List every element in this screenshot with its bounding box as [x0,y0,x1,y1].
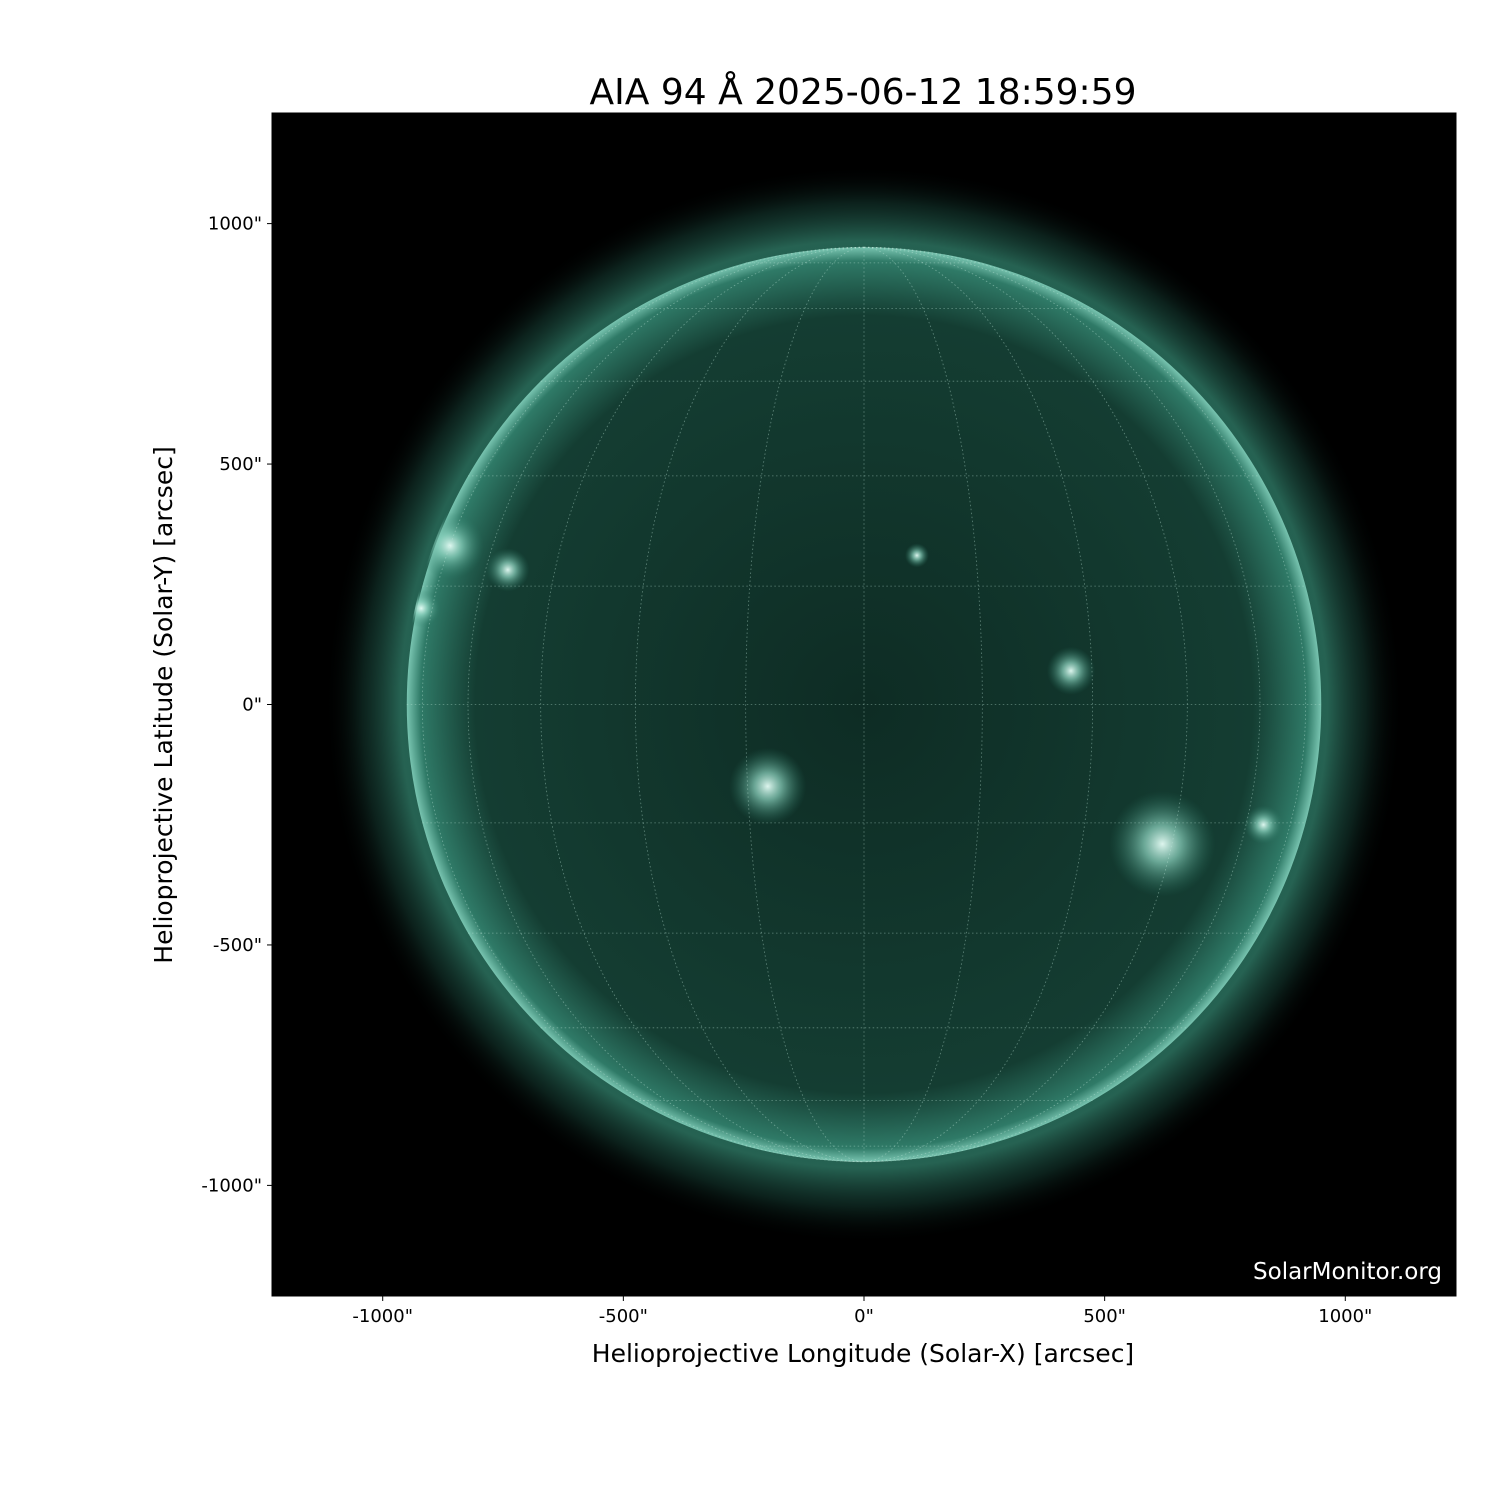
heliographic-grid [406,246,1322,1163]
longitude-line [635,246,865,1163]
x-tick-label: 1000" [1318,1306,1372,1327]
active-region [1109,791,1216,897]
y-tick-label: -500" [213,935,262,956]
watermark: SolarMonitor.org [1253,1259,1442,1285]
plot-title: AIA 94 Å 2025-06-12 18:59:59 [590,70,1137,113]
x-tick-label: -500" [599,1306,648,1327]
active-region [486,548,530,592]
x-tick-label: 500" [1083,1306,1126,1327]
active-region [729,747,807,825]
active-region [1244,805,1283,844]
x-axis-ticks: -1000" -500" 0" 500" 1000" [352,1296,1372,1327]
x-axis-label: Helioprojective Longitude (Solar-X) [arc… [592,1339,1134,1368]
y-axis-label: Helioprojective Latitude (Solar-Y) [arcs… [149,446,178,963]
longitude-line [422,246,865,1163]
active-region [904,543,929,568]
longitude-line [745,246,865,1163]
y-tick-label: 0" [242,695,262,716]
y-tick-label: -1000" [201,1175,262,1196]
x-tick-label: 0" [854,1306,874,1327]
y-tick-label: 1000" [208,214,262,235]
x-tick-label: -1000" [352,1306,413,1327]
y-axis-ticks: -1000" -500" 0" 500" 1000" [201,214,272,1196]
active-region [1046,646,1096,695]
longitude-line [863,246,1093,1163]
longitude-line [863,246,983,1163]
solar-disk [406,247,1322,1162]
longitude-line [863,246,1188,1163]
longitude-line [863,246,1306,1163]
y-tick-label: 500" [219,454,262,475]
longitude-line [540,246,865,1163]
